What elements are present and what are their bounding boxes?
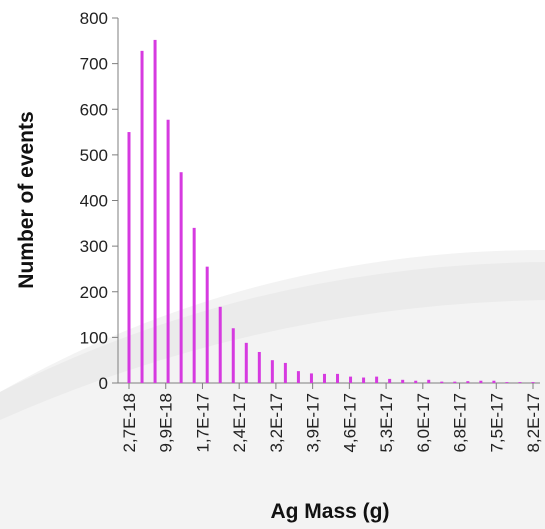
bar (440, 381, 444, 383)
bar (453, 381, 457, 383)
x-tick-label: 4,6E-17 (340, 393, 359, 453)
bar (283, 362, 287, 383)
bar (127, 132, 131, 383)
bar (322, 373, 326, 383)
x-tick-label: 8,2E-17 (524, 393, 543, 453)
bar (362, 377, 366, 383)
bar (336, 373, 340, 383)
y-tick-label: 100 (80, 328, 108, 347)
y-tick-label: 800 (80, 9, 108, 28)
bar (218, 306, 222, 383)
x-tick-label: 7,5E-17 (487, 393, 506, 453)
bar (466, 381, 470, 383)
y-tick-label: 200 (80, 283, 108, 302)
bar (531, 382, 535, 383)
y-tick-label: 300 (80, 237, 108, 256)
x-tick-label: 5,3E-17 (377, 393, 396, 453)
bar (479, 380, 483, 383)
y-tick-label: 700 (80, 55, 108, 74)
bar (270, 360, 274, 383)
bar (231, 328, 235, 383)
y-axis: 0 100 200 300 400 500 600 700 800 (80, 9, 119, 393)
bar (427, 379, 431, 383)
x-tick-label: 2,7E-18 (120, 393, 139, 453)
bar (505, 382, 509, 383)
x-tick-label: 9,9E-18 (157, 393, 176, 453)
bar (153, 39, 157, 384)
bar (349, 376, 353, 383)
y-axis-title: Number of events (15, 111, 38, 288)
bar (179, 172, 183, 383)
bar (414, 380, 418, 383)
bar (192, 227, 196, 383)
x-tick-label: 3,9E-17 (304, 393, 323, 453)
y-tick-label: 0 (99, 374, 108, 393)
bar (205, 266, 209, 383)
bar (492, 380, 496, 383)
bar (375, 376, 379, 383)
x-tick-label: 3,2E-17 (267, 393, 286, 453)
x-tick-label: 6,8E-17 (451, 393, 470, 453)
bar (401, 379, 405, 383)
bar (388, 378, 392, 383)
bar (518, 382, 522, 383)
x-tick-label: 1,7E-17 (193, 393, 212, 453)
y-tick-label: 500 (80, 146, 108, 165)
bar (296, 371, 300, 383)
y-tick-label: 400 (80, 192, 108, 211)
bar (140, 50, 144, 383)
x-tick-label: 6,0E-17 (414, 393, 433, 453)
bars (127, 39, 535, 384)
bar (166, 119, 170, 384)
x-tick-label: 2,4E-17 (230, 393, 249, 453)
y-tick-label: 600 (80, 100, 108, 119)
x-axis: 2,7E-18 9,9E-18 1,7E-17 2,4E-17 3,2E-17 3,9E-… (118, 382, 543, 453)
bar (244, 342, 248, 383)
bar (257, 351, 261, 383)
bar (309, 373, 313, 383)
x-axis-title: Ag Mass (g) (270, 500, 389, 523)
